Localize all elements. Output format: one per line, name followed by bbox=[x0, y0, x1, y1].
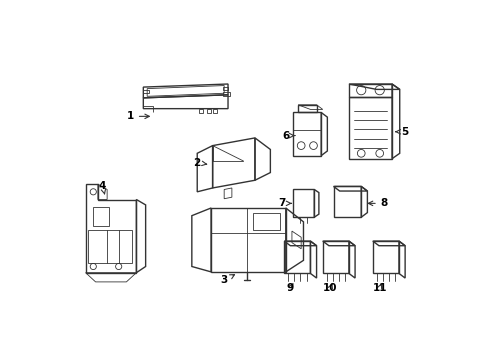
Text: 6: 6 bbox=[282, 131, 295, 141]
Text: 2: 2 bbox=[194, 158, 207, 167]
Bar bbox=[213, 109, 217, 113]
Text: 11: 11 bbox=[372, 283, 387, 293]
Text: 7: 7 bbox=[278, 198, 291, 208]
Text: 5: 5 bbox=[396, 127, 409, 137]
Text: 3: 3 bbox=[220, 275, 235, 285]
Text: 10: 10 bbox=[323, 283, 338, 293]
Text: 4: 4 bbox=[99, 181, 106, 194]
Text: 8: 8 bbox=[368, 198, 388, 208]
Text: 1: 1 bbox=[126, 111, 149, 121]
Bar bbox=[207, 109, 211, 113]
Text: 9: 9 bbox=[287, 283, 294, 293]
Bar bbox=[199, 109, 203, 113]
